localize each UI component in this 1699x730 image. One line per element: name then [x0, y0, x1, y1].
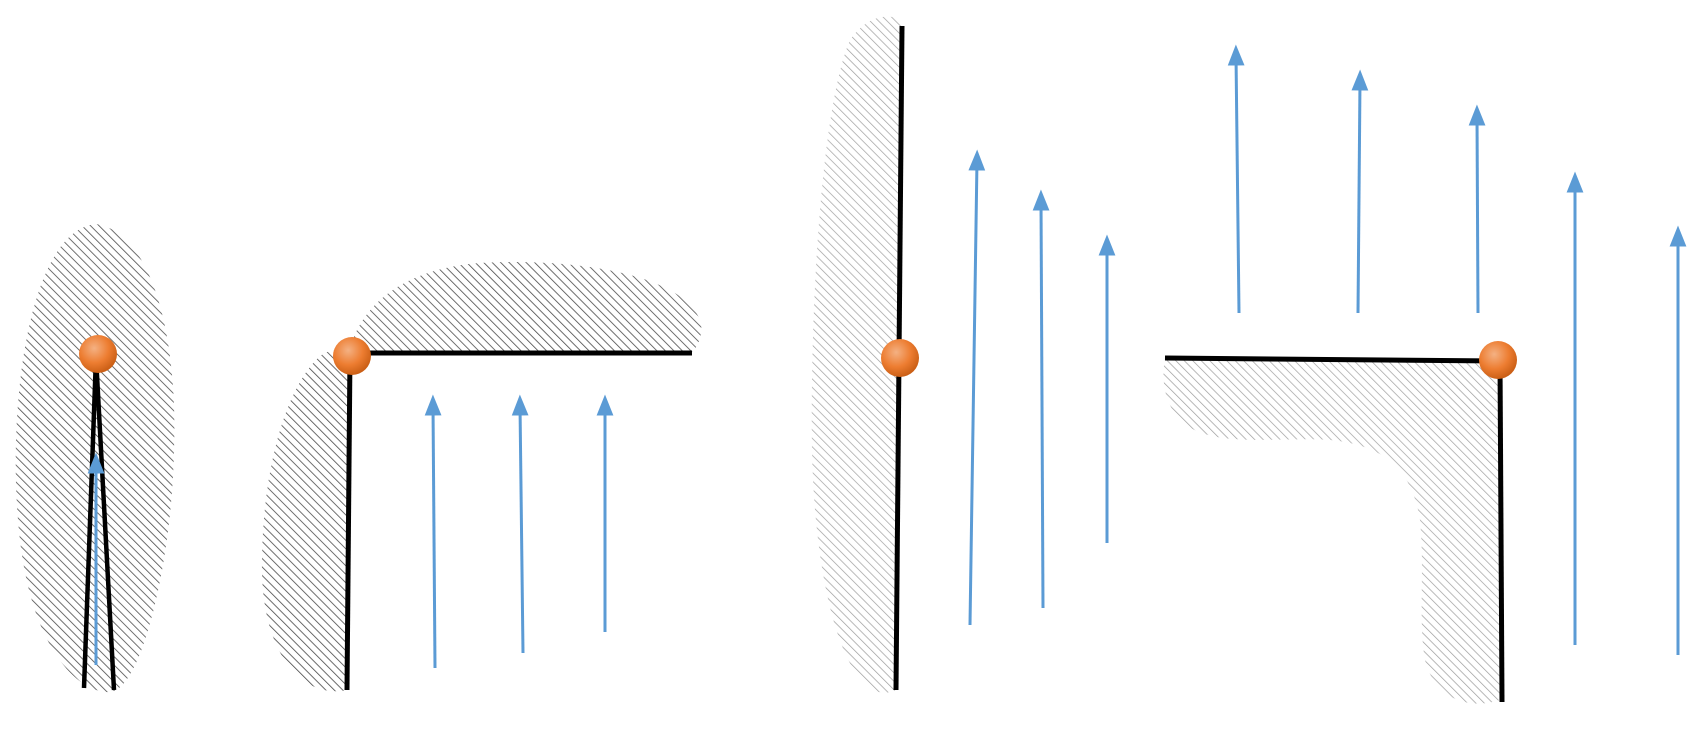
- panel-3-pivot-sphere: [881, 339, 919, 377]
- panel-2-arrow: [433, 405, 435, 668]
- panel-1-narrow-wedge: [16, 224, 175, 692]
- panel-2-arrows: [433, 405, 605, 668]
- panel-2-edge-vertical: [347, 353, 350, 690]
- panel-1-pivot-sphere: [79, 335, 117, 373]
- panel-2-pivot-sphere: [333, 337, 371, 375]
- panel-4-inverted-corner: [1164, 55, 1678, 704]
- panel-4-pivot-sphere: [1479, 341, 1517, 379]
- panel-2-hatched-region: [262, 262, 701, 691]
- panel-3-arrow: [970, 160, 977, 625]
- panel-2-right-angle-corner: [262, 262, 701, 691]
- panel-4-arrow: [1236, 55, 1239, 313]
- panel-4-hatched-region: [1164, 358, 1500, 704]
- panel-4-edge-horizontal: [1165, 358, 1500, 361]
- panel-4-edge-vertical: [1500, 361, 1502, 702]
- panel-3-arrow: [1041, 200, 1043, 608]
- panel-4-arrow: [1477, 115, 1478, 313]
- panel-3-single-wall: [812, 17, 1107, 693]
- panel-2-arrow: [520, 405, 523, 653]
- panel-3-arrows: [970, 160, 1107, 625]
- panel-4-arrow: [1358, 80, 1360, 313]
